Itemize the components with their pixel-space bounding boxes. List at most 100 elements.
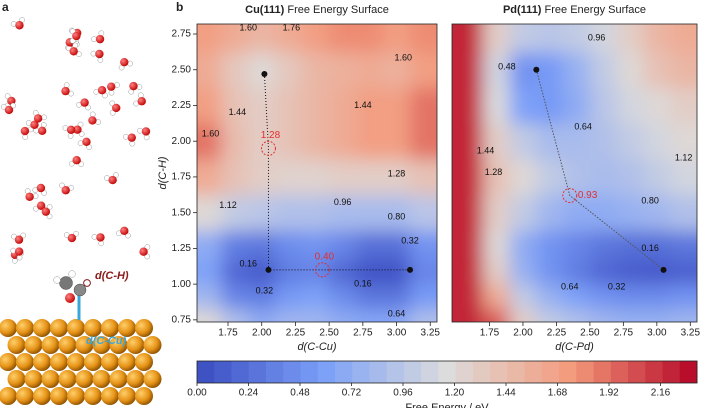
- minimum: [660, 266, 667, 273]
- colorbar-band: [559, 361, 577, 383]
- heatmap: [197, 24, 437, 322]
- heat-cell: [563, 123, 591, 160]
- heat-cell: [410, 194, 437, 232]
- copper-atom: [7, 336, 26, 354]
- contour-label: 0.96: [334, 197, 352, 207]
- heat-cell: [275, 194, 303, 232]
- heat-cell: [356, 309, 384, 322]
- heat-cell: [248, 259, 276, 285]
- minimum: [407, 266, 414, 273]
- oxygen: [61, 86, 70, 96]
- heat-cell: [452, 194, 484, 232]
- heat-cell: [616, 309, 644, 322]
- colorbar-band: [438, 361, 457, 383]
- heat-cell: [452, 284, 484, 310]
- heat-cell: [643, 87, 671, 124]
- heat-cell: [536, 284, 564, 310]
- x-tick-label: 2.50: [580, 328, 600, 339]
- x-axis-label: d(C-Pd): [555, 341, 594, 353]
- heat-cell: [248, 51, 276, 89]
- y-tick-label: 1.50: [172, 207, 192, 218]
- contour-label: 0.48: [498, 61, 516, 71]
- copper-atom: [143, 336, 162, 354]
- colorbar-band: [231, 361, 250, 383]
- heat-cell: [275, 309, 303, 322]
- heat-cell: [275, 259, 303, 285]
- heat-cell: [329, 24, 357, 53]
- contour-label: 0.32: [608, 281, 626, 291]
- oxygen: [95, 34, 105, 44]
- heat-cell: [670, 194, 697, 232]
- heat-cell: [410, 284, 437, 310]
- heat-cell: [410, 123, 437, 160]
- heat-cell: [356, 230, 384, 260]
- heat-cell: [670, 309, 697, 322]
- heat-cell: [383, 123, 411, 160]
- copper-atom: [16, 387, 34, 405]
- oxygen: [111, 103, 121, 113]
- heat-cell: [248, 284, 276, 310]
- x-tick-label: 3.25: [421, 328, 441, 339]
- heat-cell: [616, 159, 644, 196]
- heat-cell: [509, 284, 537, 310]
- heat-cell: [482, 194, 511, 232]
- heat-cell: [302, 159, 330, 196]
- panel-a: [0, 17, 162, 405]
- heat-cell: [221, 194, 249, 232]
- copper-atom: [67, 319, 85, 337]
- title-bold: Pd(111): [503, 4, 542, 16]
- heat-cell: [383, 159, 411, 196]
- heatmap: [452, 24, 697, 322]
- heat-cell: [563, 51, 591, 89]
- heat-cell: [616, 51, 644, 89]
- heat-cell: [302, 259, 330, 285]
- heat-cell: [197, 87, 222, 124]
- y-tick-label: 2.50: [172, 64, 192, 75]
- oxygen: [108, 175, 117, 185]
- annotation: d(C-Cu): [86, 335, 127, 347]
- heat-cell: [356, 87, 384, 124]
- colorbar-band: [334, 361, 353, 383]
- contour-label: 0.64: [388, 309, 406, 319]
- copper-atom: [24, 336, 43, 354]
- oxygen: [73, 125, 82, 134]
- chart-title: Pd(111) Free Energy Surface: [503, 4, 646, 16]
- y-tick-label: 1.75: [172, 172, 192, 183]
- oxygen: [36, 201, 46, 210]
- heat-cell: [643, 51, 671, 89]
- heat-cell: [589, 51, 618, 89]
- transition-state: [314, 262, 330, 278]
- heat-cell: [302, 87, 330, 124]
- heat-cell: [356, 24, 384, 53]
- heat-cell: [197, 24, 222, 53]
- colorbar-tick-label: 1.20: [445, 388, 465, 399]
- heat-cell: [536, 87, 564, 124]
- heat-cell: [302, 194, 330, 232]
- heat-cell: [221, 24, 249, 53]
- heat-cell: [248, 230, 276, 260]
- colorbar-band: [455, 361, 474, 383]
- heat-cell: [482, 284, 511, 310]
- contour-label: 0.16: [354, 278, 372, 288]
- heat-cell: [275, 159, 303, 196]
- heat-cell: [275, 123, 303, 160]
- x-tick-label: 2.50: [319, 328, 339, 339]
- oxygen: [36, 183, 46, 193]
- x-tick-label: 2.25: [547, 328, 567, 339]
- transition-state: [260, 140, 276, 156]
- heat-cell: [670, 51, 697, 89]
- heat-cell: [643, 159, 671, 196]
- copper-atom: [143, 370, 162, 388]
- heat-cell: [482, 309, 511, 322]
- heat-cell: [302, 51, 330, 89]
- oxygen: [20, 126, 30, 136]
- colorbar-tick-label: 1.44: [496, 388, 516, 399]
- heat-cell: [410, 309, 437, 322]
- colorbar-band: [197, 361, 215, 383]
- heat-cell: [197, 284, 222, 310]
- copper-atom: [101, 387, 119, 405]
- heat-cell: [248, 194, 276, 232]
- heat-cell: [356, 259, 384, 285]
- heat-cell: [482, 230, 511, 260]
- heat-cell: [383, 309, 411, 322]
